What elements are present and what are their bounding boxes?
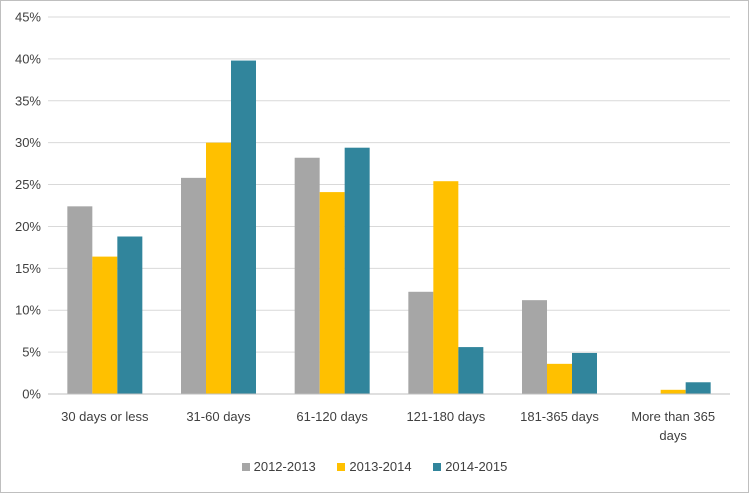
bar-2012-2013-5 [522, 300, 547, 394]
bar-2013-2014-1 [92, 256, 118, 394]
x-tick-label: 30 days or less [61, 409, 149, 424]
legend-label-series-3: 2014-2015 [445, 459, 508, 475]
bar-2014-2015-1 [117, 236, 143, 394]
bar-2013-2014-6 [660, 389, 686, 394]
bar-2013-2014-3 [319, 192, 345, 394]
x-tick-label: days [659, 428, 687, 443]
legend-item-series-1: 2012-2013 [241, 458, 316, 475]
bar-2012-2013-3 [294, 157, 320, 394]
y-tick-label: 45% [15, 10, 41, 25]
x-tick-label: 31-60 days [186, 409, 251, 424]
x-tick-label: 121-180 days [406, 409, 485, 424]
legend-label-series-2: 2013-2014 [349, 459, 412, 475]
y-axis-tick-labels: 0% 5% 10% 15% 20% 25% 30% 35% 40% 45% [15, 10, 41, 402]
legend-label-series-1: 2012-2013 [253, 459, 316, 475]
x-axis-category-labels: 30 days or less 31-60 days 61-120 days 121-… [61, 409, 715, 443]
x-tick-label: 61-120 days [296, 409, 368, 424]
x-tick-label: More than 365 [631, 409, 715, 424]
bar-2014-2015-5 [572, 352, 597, 394]
bar-2014-2015-6 [685, 382, 711, 394]
bar-2012-2013-2 [181, 177, 206, 394]
y-tick-label: 0% [22, 387, 41, 402]
legend-item-series-3: 2014-2015 [433, 458, 507, 474]
legend-swatch-series-1 [241, 462, 250, 471]
bar-2013-2014-5 [547, 363, 572, 394]
y-tick-label: 40% [15, 51, 41, 66]
y-tick-label: 10% [15, 303, 41, 318]
x-tick-label: 181-365 days [520, 409, 599, 424]
legend-item-series-2: 2013-2014 [337, 458, 412, 475]
y-tick-label: 20% [15, 219, 41, 234]
bar-2013-2014-4 [433, 181, 459, 394]
y-tick-label: 30% [15, 135, 41, 150]
legend-swatch-series-3 [433, 462, 442, 471]
y-tick-label: 15% [15, 261, 41, 276]
legend: 2012-2013 2013-2014 2014-2015 [0, 458, 749, 474]
bar-2013-2014-2 [206, 142, 231, 394]
legend-swatch-series-2 [337, 462, 346, 471]
y-tick-label: 35% [15, 93, 41, 108]
y-tick-label: 25% [15, 177, 41, 192]
bar-2014-2015-2 [231, 60, 256, 394]
bars [67, 60, 711, 394]
bar-2014-2015-3 [344, 147, 370, 394]
bar-2014-2015-4 [458, 347, 484, 394]
gridlines [48, 16, 730, 353]
bar-2012-2013-4 [408, 291, 434, 394]
bar-2012-2013-1 [67, 206, 93, 394]
y-tick-label: 5% [22, 345, 41, 360]
